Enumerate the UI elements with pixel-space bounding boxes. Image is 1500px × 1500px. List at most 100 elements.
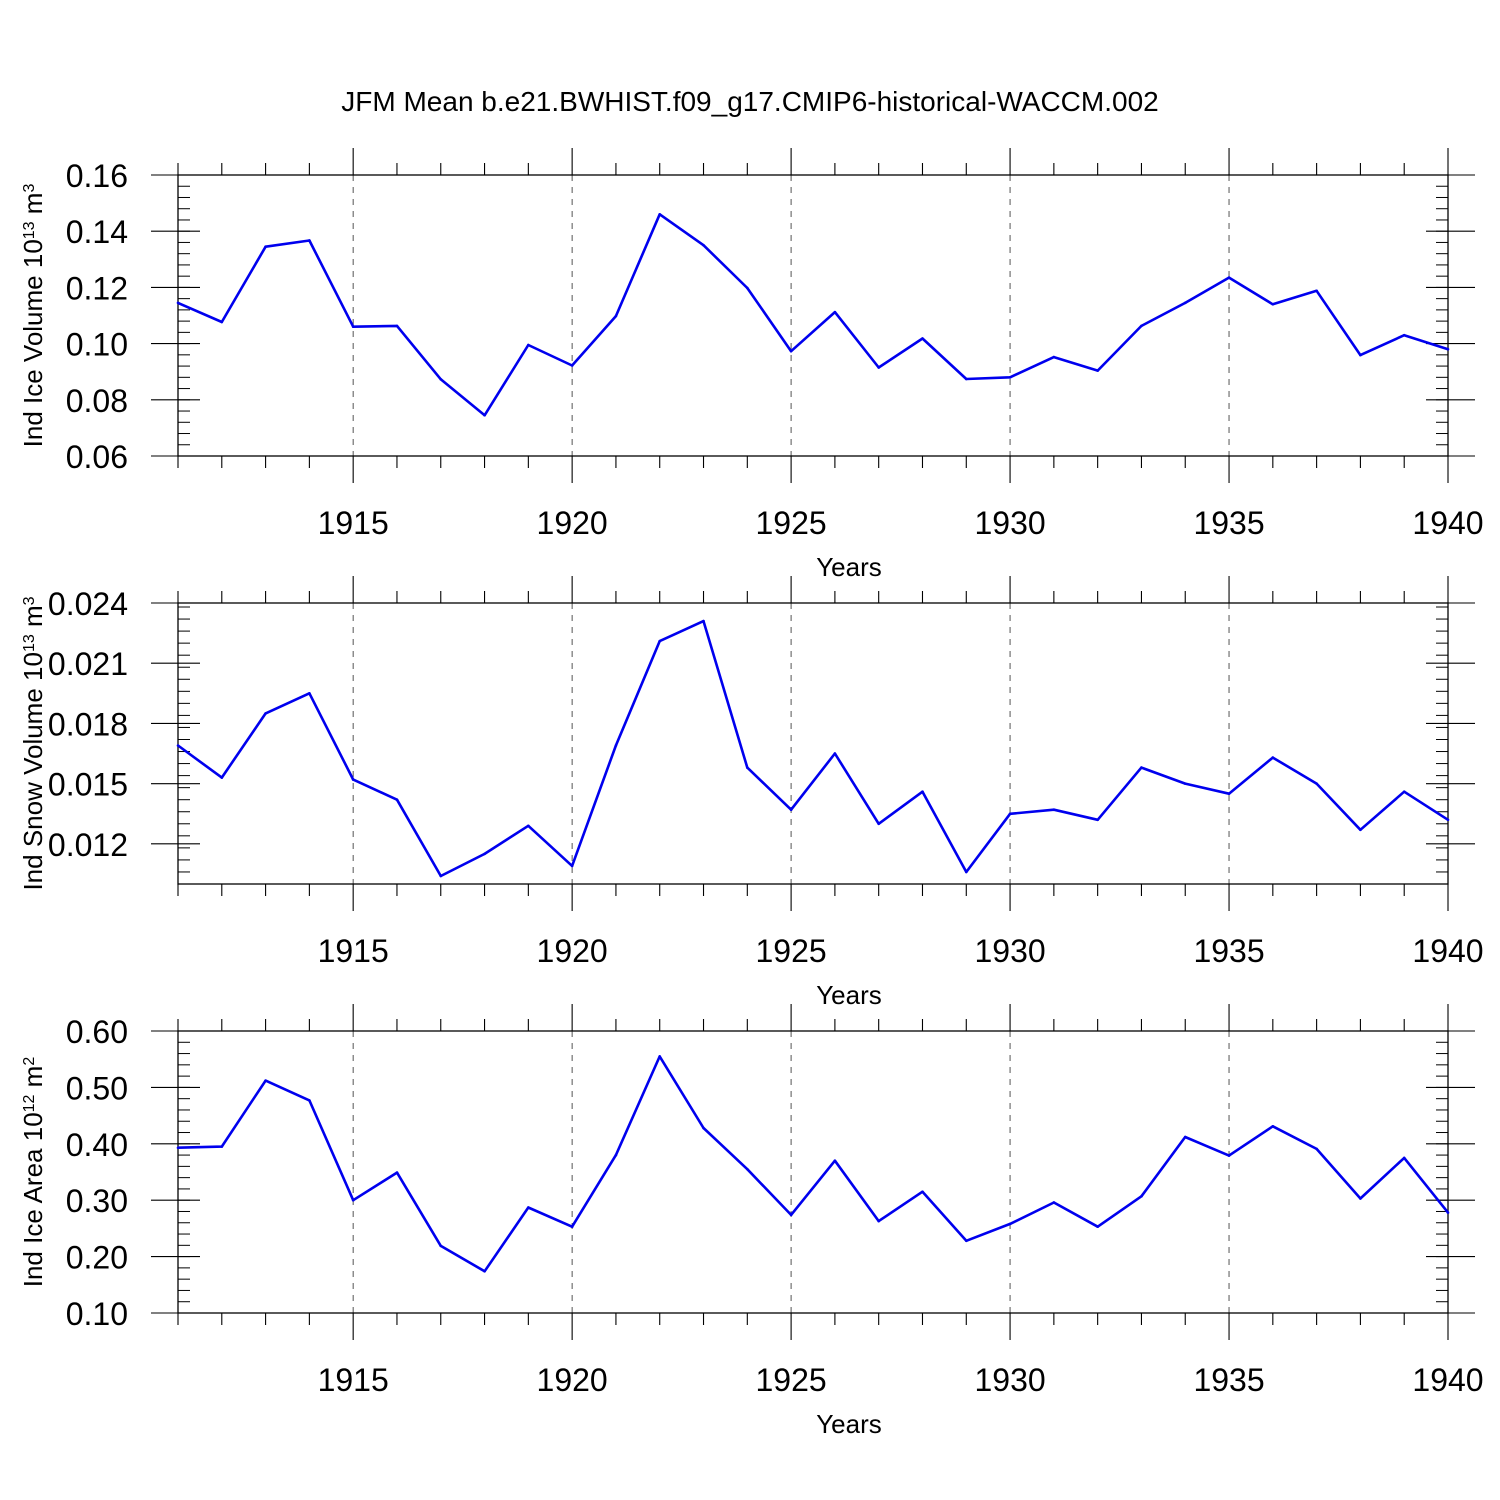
data-point	[1315, 1147, 1318, 1151]
x-tick-label: 1925	[756, 505, 827, 541]
y-tick-label: 0.20	[66, 1240, 128, 1276]
y-axis-label: Ind Ice Area 1012 m2	[18, 1057, 48, 1288]
data-point	[1271, 302, 1275, 306]
y-axis-label-part: m	[18, 193, 48, 222]
plot-frame	[177, 602, 1449, 885]
data-point	[1271, 1125, 1275, 1128]
data-point	[1096, 818, 1099, 822]
data-point	[1183, 301, 1187, 305]
data-point	[439, 1244, 443, 1248]
data-point	[570, 864, 574, 868]
data-point	[351, 1198, 355, 1202]
x-tick-label: 1915	[318, 1362, 389, 1398]
data-point	[702, 619, 705, 623]
data-point	[833, 310, 837, 314]
data-point	[658, 639, 662, 643]
data-point	[1052, 355, 1056, 359]
y-tick-label: 0.024	[48, 586, 128, 622]
data-point	[964, 1239, 968, 1243]
data-point	[964, 870, 968, 874]
data-point	[395, 798, 399, 801]
y-axis-label-part: m	[18, 605, 48, 634]
data-point	[1359, 1197, 1362, 1200]
y-axis-label-superscript: 12	[21, 1094, 38, 1112]
data-point	[789, 349, 793, 353]
data-point	[176, 301, 180, 305]
y-tick-label: 0.30	[66, 1183, 128, 1219]
x-tick-label: 1920	[537, 505, 608, 541]
y-tick-label: 0.60	[66, 1014, 128, 1050]
data-point	[1140, 1194, 1143, 1198]
data-point	[964, 377, 968, 381]
x-tick-label: 1940	[1412, 1362, 1483, 1398]
data-point	[614, 314, 618, 318]
x-tick-label: 1925	[756, 933, 827, 969]
data-point	[1359, 353, 1362, 357]
data-point	[921, 337, 924, 340]
x-tick-label: 1935	[1193, 505, 1264, 541]
data-point	[220, 776, 224, 779]
y-axis-label-part: m	[18, 1066, 48, 1095]
data-point	[833, 1159, 837, 1163]
y-tick-label: 0.012	[48, 827, 128, 863]
data-point	[308, 239, 311, 242]
y-tick-label: 0.12	[66, 270, 128, 306]
data-point	[220, 1145, 224, 1148]
data-point	[702, 243, 705, 247]
data-point	[570, 1225, 574, 1229]
data-point	[746, 766, 749, 769]
data-point	[833, 752, 837, 755]
x-axis-label: Years	[816, 980, 882, 1010]
y-tick-label: 0.015	[48, 767, 128, 803]
data-point	[439, 377, 443, 381]
y-axis-label-superscript: 13	[21, 634, 38, 652]
data-point	[1227, 276, 1231, 279]
data-point	[1315, 289, 1318, 293]
x-tick-label: 1930	[974, 1362, 1045, 1398]
data-point	[1315, 782, 1318, 785]
data-point	[877, 366, 880, 369]
y-tick-label: 0.40	[66, 1127, 128, 1163]
data-point	[614, 744, 618, 747]
data-point	[1052, 808, 1056, 812]
data-point	[1183, 782, 1187, 785]
data-point	[1008, 1222, 1012, 1226]
y-axis-label-part: Ind Ice Area 10	[18, 1112, 48, 1287]
data-point	[1008, 812, 1012, 816]
y-tick-label: 0.06	[66, 439, 128, 475]
data-point	[395, 1171, 399, 1174]
y-tick-label: 0.16	[66, 158, 128, 194]
data-point	[1271, 756, 1275, 759]
data-point	[1096, 1225, 1099, 1229]
data-point	[264, 1079, 267, 1082]
data-point	[220, 320, 224, 324]
data-point	[1227, 1154, 1231, 1157]
data-point	[527, 824, 530, 828]
data-point	[483, 413, 486, 417]
data-point	[1052, 1201, 1056, 1204]
y-tick-label: 0.10	[66, 327, 128, 363]
data-point	[746, 286, 749, 290]
x-tick-label: 1925	[756, 1362, 827, 1398]
data-point	[1402, 1156, 1406, 1160]
data-point	[527, 1206, 530, 1209]
x-tick-label: 1915	[318, 505, 389, 541]
data-point	[1096, 369, 1099, 372]
plot-frame	[177, 1030, 1449, 1314]
data-point	[1446, 818, 1450, 822]
data-point	[176, 1146, 180, 1150]
data-point	[1140, 766, 1143, 769]
y-axis-label-superscript: 3	[21, 184, 38, 193]
x-tick-label: 1920	[537, 1362, 608, 1398]
x-tick-label: 1935	[1193, 933, 1264, 969]
y-tick-label: 0.10	[66, 1296, 128, 1332]
data-point	[439, 874, 443, 878]
data-point	[614, 1153, 618, 1157]
y-tick-label: 0.08	[66, 383, 128, 419]
y-tick-label: 0.50	[66, 1070, 128, 1106]
series-line-ice-volume	[177, 213, 1449, 417]
data-point	[351, 325, 355, 329]
data-point	[1402, 790, 1406, 793]
data-point	[483, 1269, 486, 1273]
